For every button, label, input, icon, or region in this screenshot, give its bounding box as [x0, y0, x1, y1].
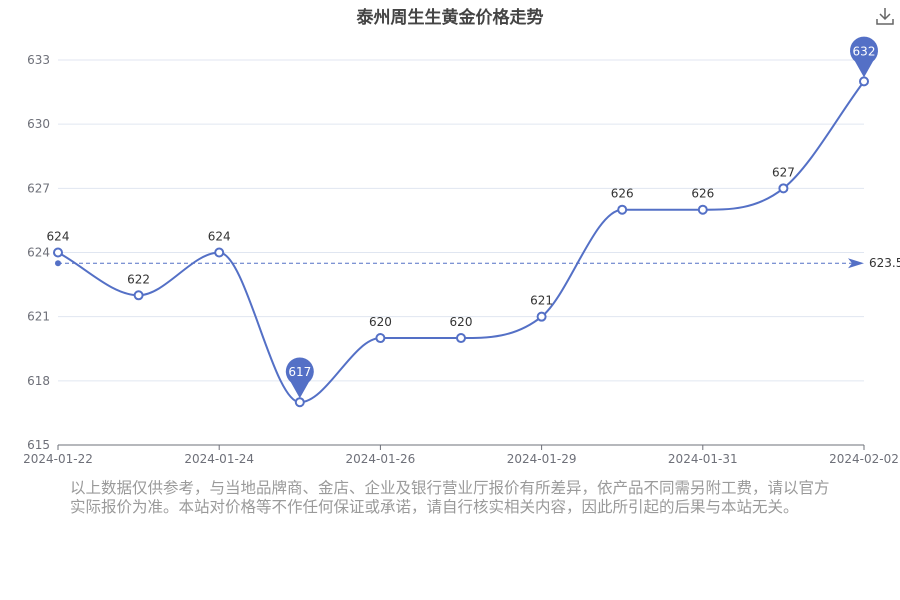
- data-point-label: 624: [208, 230, 231, 244]
- data-point-label: 624: [47, 230, 70, 244]
- average-line-label: 623.5: [869, 256, 900, 270]
- data-point: [133, 290, 144, 301]
- x-tick-label: 2024-02-02: [829, 452, 899, 466]
- data-point: [778, 183, 789, 194]
- data-point-label: 620: [369, 315, 392, 329]
- max-pin-label: 632: [853, 44, 876, 58]
- data-point: [617, 204, 628, 215]
- max-pin: [850, 36, 879, 78]
- data-point: [859, 76, 869, 87]
- y-tick-label: 621: [27, 310, 50, 324]
- chart-title: 泰州周生生黄金价格走势: [356, 8, 544, 28]
- data-point-label: 626: [611, 187, 634, 201]
- disclaimer-text: 以上数据仅供参考，与当地品牌商、金店、企业及银行营业厅报价有所差异，依产品不同需…: [70, 479, 830, 516]
- data-point-label: 621: [530, 294, 553, 308]
- y-tick-label: 630: [27, 117, 50, 131]
- series-line: [57, 80, 865, 404]
- y-tick-label: 627: [27, 181, 50, 195]
- data-point-label: 622: [127, 272, 150, 286]
- data-point: [294, 397, 305, 408]
- price-line-chart: 615 618 621 624 627 630 633 2024-01-22 2024-01-2…: [23, 36, 900, 466]
- data-point: [214, 247, 225, 258]
- data-point: [375, 333, 386, 344]
- x-tick-label: 2024-01-22: [23, 452, 93, 466]
- average-line-arrow: [848, 258, 864, 269]
- y-tick-label: 633: [27, 53, 50, 67]
- data-point: [456, 333, 466, 344]
- x-tick-label: 2024-01-31: [668, 452, 738, 466]
- data-point: [536, 311, 547, 322]
- y-tick-label: 624: [27, 246, 50, 260]
- data-point-label: 626: [691, 187, 714, 201]
- min-pin-label: 617: [288, 365, 311, 379]
- y-tick-label: 615: [27, 438, 50, 452]
- download-icon: [876, 8, 894, 25]
- x-tick-label: 2024-01-24: [184, 452, 254, 466]
- x-tick-label: 2024-01-26: [346, 452, 416, 466]
- data-point-label: 620: [450, 315, 473, 329]
- data-point: [697, 204, 708, 215]
- x-tick-label: 2024-01-29: [507, 452, 577, 466]
- min-pin: [285, 357, 314, 399]
- data-point: [53, 247, 63, 258]
- data-point-label: 627: [772, 165, 795, 179]
- download-button[interactable]: [874, 5, 896, 27]
- y-tick-label: 618: [27, 374, 50, 388]
